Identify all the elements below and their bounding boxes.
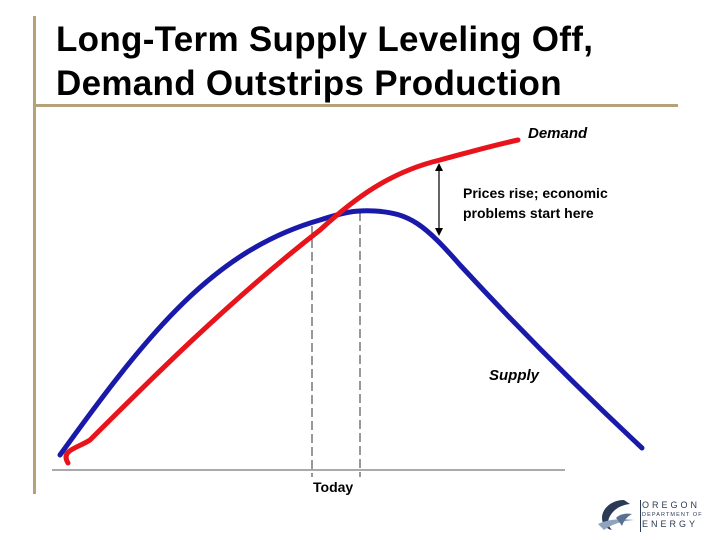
slide-title: Long-Term Supply Leveling Off, Demand Ou… — [56, 18, 696, 106]
accent-bar-horizontal — [33, 104, 678, 107]
title-line-2: Demand Outstrips Production — [56, 64, 562, 103]
accent-bar-vertical — [33, 16, 36, 494]
logo-wordmark: OREGON DEPARTMENT OF ENERGY — [642, 500, 703, 530]
logo-divider — [640, 500, 641, 532]
demand-curve — [63, 137, 521, 466]
logo-line-3: ENERGY — [642, 519, 699, 529]
annotation-line-2: problems start here — [463, 205, 594, 221]
oregon-energy-logo-icon — [598, 500, 634, 530]
annotation-line-1: Prices rise; economic — [463, 185, 608, 201]
arrowhead-up-icon — [435, 163, 443, 171]
arrowhead-down-icon — [435, 228, 443, 236]
title-line-1: Long-Term Supply Leveling Off, — [56, 20, 594, 59]
supply-label: Supply — [489, 367, 540, 384]
logo-line-1: OREGON — [642, 500, 701, 510]
today-label: Today — [313, 479, 353, 495]
supply-curve — [57, 208, 645, 458]
logo-line-2: DEPARTMENT OF — [642, 512, 703, 518]
demand-label: Demand — [528, 125, 588, 142]
